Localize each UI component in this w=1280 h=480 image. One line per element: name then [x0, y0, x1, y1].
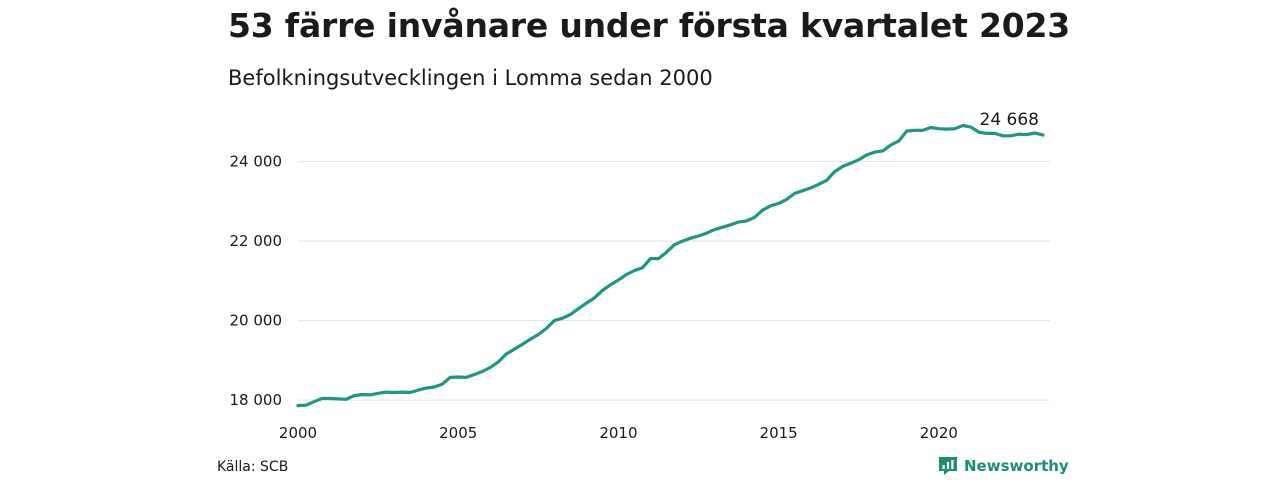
- brand-logo: Newsworthy: [938, 456, 1069, 476]
- x-tick-label: 2015: [760, 424, 798, 442]
- x-tick-label: 2010: [599, 424, 637, 442]
- brand-name: Newsworthy: [964, 457, 1069, 475]
- chart-title: 53 färre invånare under första kvartalet…: [228, 6, 1071, 45]
- x-tick-label: 2000: [279, 424, 317, 442]
- x-tick-label: 2020: [920, 424, 958, 442]
- y-tick-label: 24 000: [230, 153, 283, 171]
- y-tick-label: 22 000: [230, 232, 283, 250]
- chart-subtitle: Befolkningsutvecklingen i Lomma sedan 20…: [228, 66, 713, 90]
- x-tick-label: 2005: [439, 424, 477, 442]
- newsworthy-logo-icon: [939, 457, 957, 475]
- source-note: Källa: SCB: [217, 459, 289, 475]
- population-line: [296, 123, 1045, 408]
- y-tick-label: 18 000: [230, 391, 283, 409]
- end-value-label: 24 668: [980, 110, 1039, 130]
- y-tick-label: 20 000: [230, 312, 283, 330]
